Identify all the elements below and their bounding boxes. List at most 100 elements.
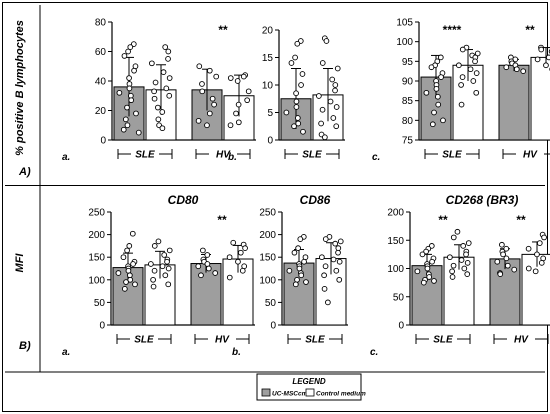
data-point	[440, 117, 446, 124]
y-tick-label: 5	[267, 108, 273, 119]
data-point	[336, 258, 343, 265]
y-tick-label: 100	[259, 275, 276, 286]
data-point	[130, 41, 137, 47]
chart-title: CD80	[168, 193, 199, 207]
data-point	[123, 279, 129, 285]
data-point	[295, 120, 302, 127]
chart-b-c: 0 50 100 150 200 CD268 (BR3) c. SLE ** HV **	[370, 193, 550, 358]
y-tick-label: 0	[398, 321, 404, 332]
chart-title: CD268 (BR3)	[446, 193, 519, 207]
data-point	[454, 228, 461, 235]
significance-marker: **	[438, 213, 448, 227]
data-point	[206, 67, 213, 74]
data-point	[433, 86, 440, 92]
data-point	[283, 109, 290, 116]
data-point	[235, 101, 242, 108]
y-tick-label: 60	[95, 47, 107, 58]
data-point	[239, 267, 246, 274]
data-point	[458, 101, 465, 108]
data-point	[199, 81, 205, 87]
data-point	[195, 263, 202, 270]
data-point	[333, 123, 340, 130]
data-point	[437, 54, 444, 61]
data-point	[166, 75, 173, 81]
data-point	[125, 48, 131, 55]
data-point	[161, 252, 168, 258]
data-point	[199, 88, 206, 95]
y-tick-label: 50	[265, 298, 277, 309]
data-point	[536, 240, 543, 246]
y-tick-label: 90	[402, 77, 414, 88]
data-point	[540, 255, 547, 262]
data-point	[124, 247, 130, 254]
y-tick-label: 20	[95, 106, 107, 117]
data-point	[198, 272, 204, 279]
data-point	[332, 240, 339, 247]
data-point	[293, 90, 299, 97]
data-point	[159, 125, 166, 132]
data-point	[447, 254, 453, 261]
data-point	[135, 129, 142, 136]
data-point	[195, 117, 202, 124]
data-point	[116, 89, 123, 96]
data-point	[473, 89, 480, 96]
data-point	[160, 69, 167, 76]
data-point	[115, 270, 122, 276]
data-point	[299, 71, 306, 77]
data-point	[438, 74, 444, 80]
data-point	[165, 265, 172, 272]
data-point	[132, 281, 138, 288]
group-label: SLE	[442, 150, 462, 161]
group-label: HV	[216, 150, 231, 161]
data-point	[298, 82, 304, 88]
significance-marker: **	[218, 23, 228, 37]
panel-label: b.	[232, 347, 241, 358]
chart-a-b: 0 5 10 15 20 b. SLE	[228, 26, 345, 163]
data-point	[532, 268, 539, 275]
data-point	[204, 261, 211, 267]
data-point	[321, 272, 327, 279]
data-point	[237, 249, 244, 256]
data-point	[456, 62, 462, 69]
data-point	[300, 128, 306, 135]
data-point	[128, 97, 135, 104]
data-point	[196, 63, 203, 70]
data-point	[322, 263, 329, 270]
data-point	[233, 110, 239, 117]
data-point	[129, 230, 136, 237]
data-point	[151, 243, 158, 249]
data-point	[465, 240, 472, 246]
data-point	[227, 75, 234, 81]
data-point	[450, 262, 457, 269]
data-point	[463, 251, 469, 258]
data-point	[525, 245, 532, 252]
legend-swatch-control	[305, 388, 315, 397]
data-point	[461, 265, 468, 272]
chart-a-c: 75 80 85 90 95 100 105 c. SLE **** HV **	[372, 18, 550, 163]
data-point	[336, 276, 343, 283]
data-point	[227, 122, 234, 129]
legend-label-ucmsccm: UC-MSCcm	[272, 391, 308, 398]
data-point	[334, 65, 341, 72]
data-point	[424, 265, 431, 272]
data-point	[429, 121, 436, 128]
data-point	[126, 243, 133, 249]
data-point	[327, 98, 334, 105]
data-point	[131, 67, 137, 74]
data-point	[504, 262, 511, 269]
data-point	[166, 92, 173, 99]
data-point	[459, 74, 466, 80]
panel-label: c.	[372, 152, 380, 163]
section-b-y-axis-label: MFI	[14, 253, 26, 273]
y-tick-label: 80	[402, 116, 414, 127]
data-point	[209, 95, 216, 102]
y-tick-label: 150	[88, 253, 105, 264]
data-point	[293, 98, 300, 105]
data-point	[165, 56, 171, 62]
panel-label: a.	[62, 152, 70, 163]
data-point	[335, 245, 342, 252]
data-point	[294, 115, 301, 121]
data-point	[319, 106, 326, 113]
data-point	[286, 267, 293, 274]
data-point	[230, 239, 237, 246]
